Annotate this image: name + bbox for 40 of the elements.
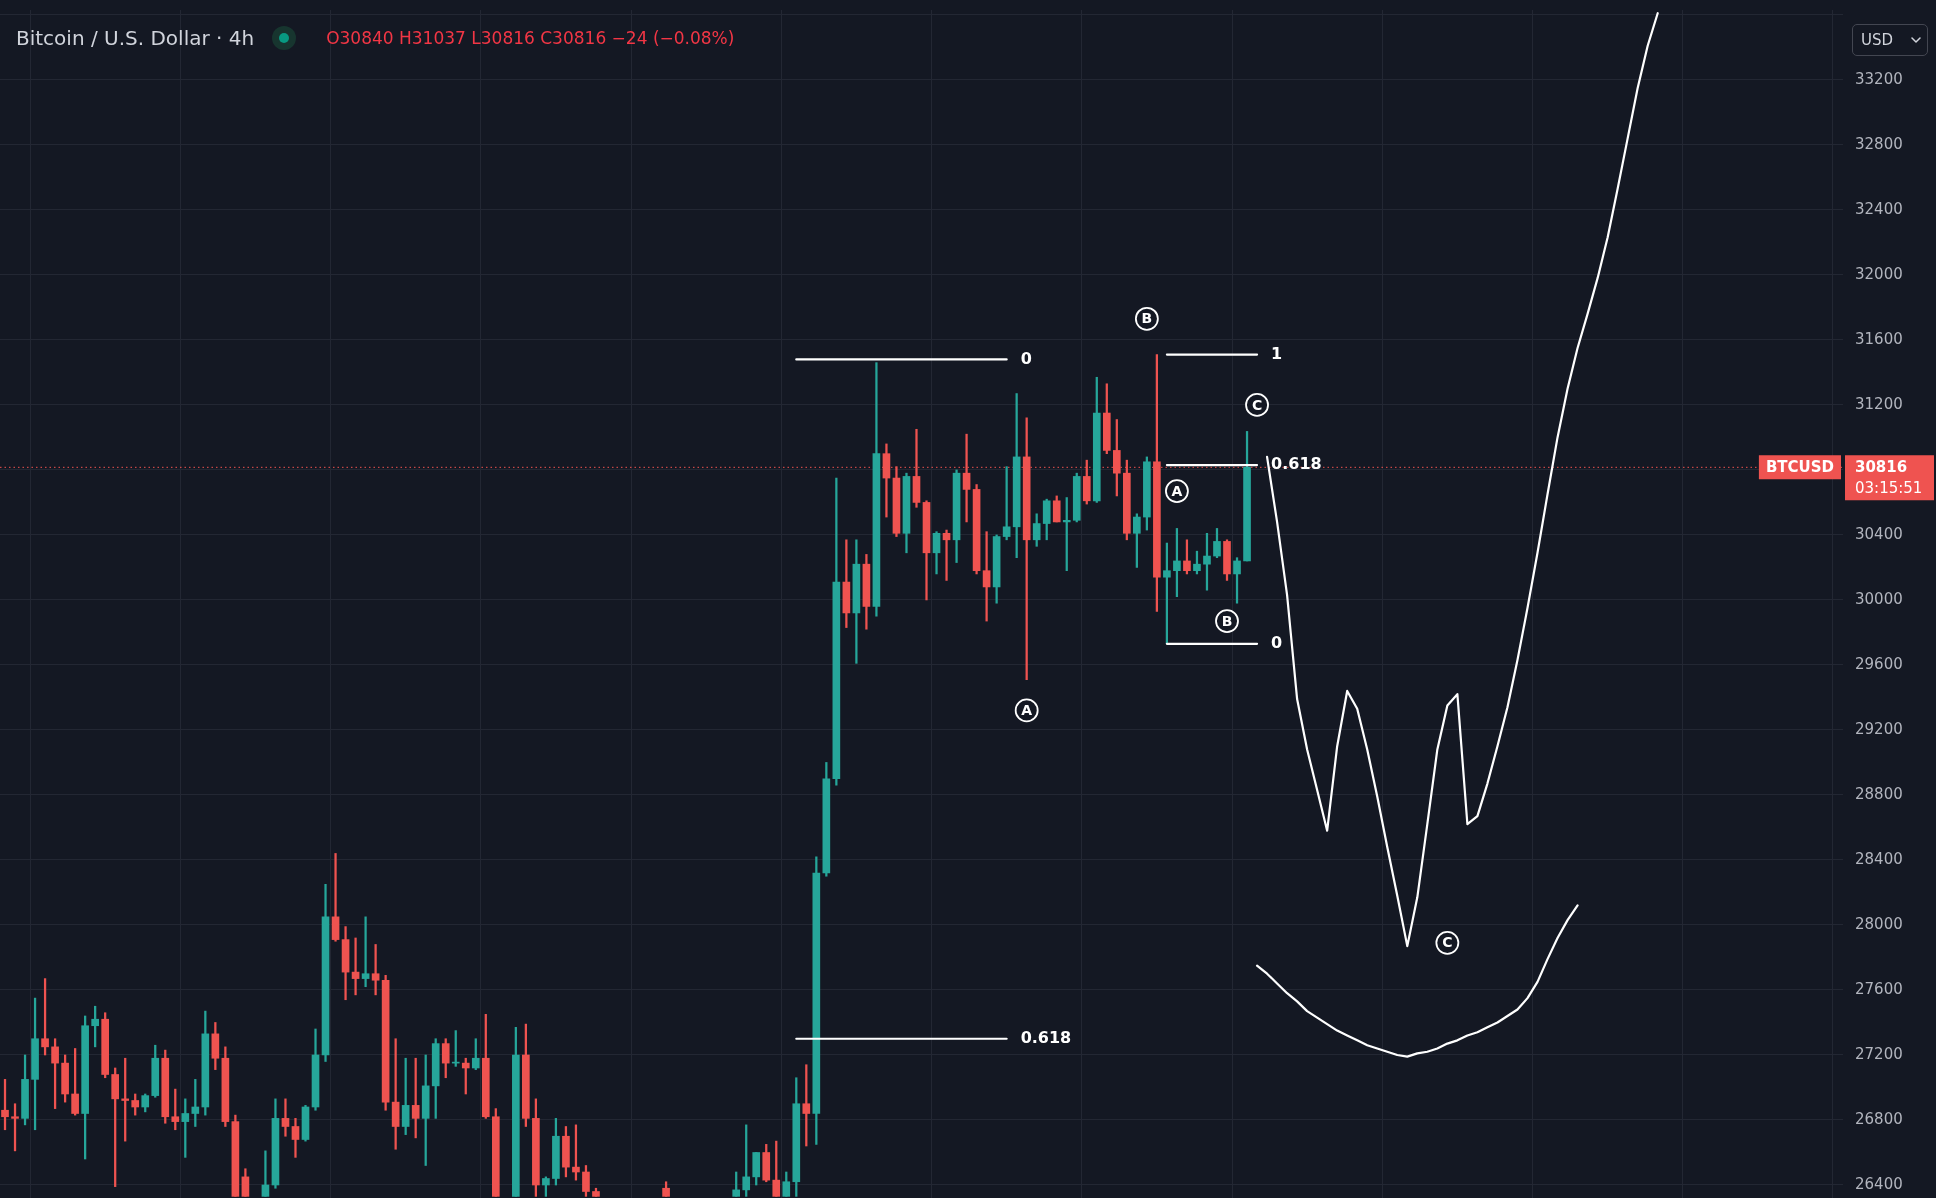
y-axis-title: USD [1861,31,1894,49]
y-tick-label: 28000 [1855,914,1903,933]
series-label: 1 [1271,343,1283,363]
series-label: 0 [1020,348,1032,368]
y-tick-label: 26400 [1855,1174,1903,1193]
y-tick-label: 26800 [1855,1109,1903,1128]
candlestick [982,531,991,622]
series-label: 0.618 [1271,454,1322,474]
text: 03:15:51 [1855,479,1923,498]
series-label: 0.618 [1020,1027,1072,1047]
candlestick [371,944,380,996]
y-tick-label: 27600 [1855,979,1903,998]
text: 30816 [1855,458,1908,477]
y-tick-label: 30000 [1855,589,1903,608]
y-tick-label: 27200 [1855,1044,1903,1063]
y-tick-label: 28800 [1855,784,1903,803]
candlestick [281,1098,290,1137]
data-label: A [1021,702,1033,719]
y-tick-label: 32400 [1855,199,1903,218]
candlestick [361,916,370,988]
data-label: C [1442,934,1453,951]
data-label: B [1221,612,1233,629]
text: O30840 H31037 L30816 C30816 −24 (−0.08%) [326,28,735,48]
y-tick-label: 29200 [1855,719,1903,738]
y-tick-label: 31200 [1855,394,1903,413]
ref-line-label: BTCUSD [1765,458,1834,477]
y-tick-label: 28400 [1855,849,1903,868]
data-label: A [1171,482,1183,499]
data-label: B [1141,310,1153,327]
y-tick-label: 29600 [1855,654,1903,673]
y-tick-label: 30400 [1855,524,1903,543]
y-tick-label: 32000 [1855,264,1903,283]
y-tick-label: 31600 [1855,329,1903,348]
candlestick [261,1150,270,1197]
y-tick-label: 33200 [1855,69,1903,88]
y-tick-label: 32800 [1855,134,1903,153]
candlestick [331,853,340,942]
text: Bitcoin / U.S. Dollar · 4h [16,26,255,50]
series-label: 0 [1271,632,1283,652]
data-label: C [1251,396,1263,413]
